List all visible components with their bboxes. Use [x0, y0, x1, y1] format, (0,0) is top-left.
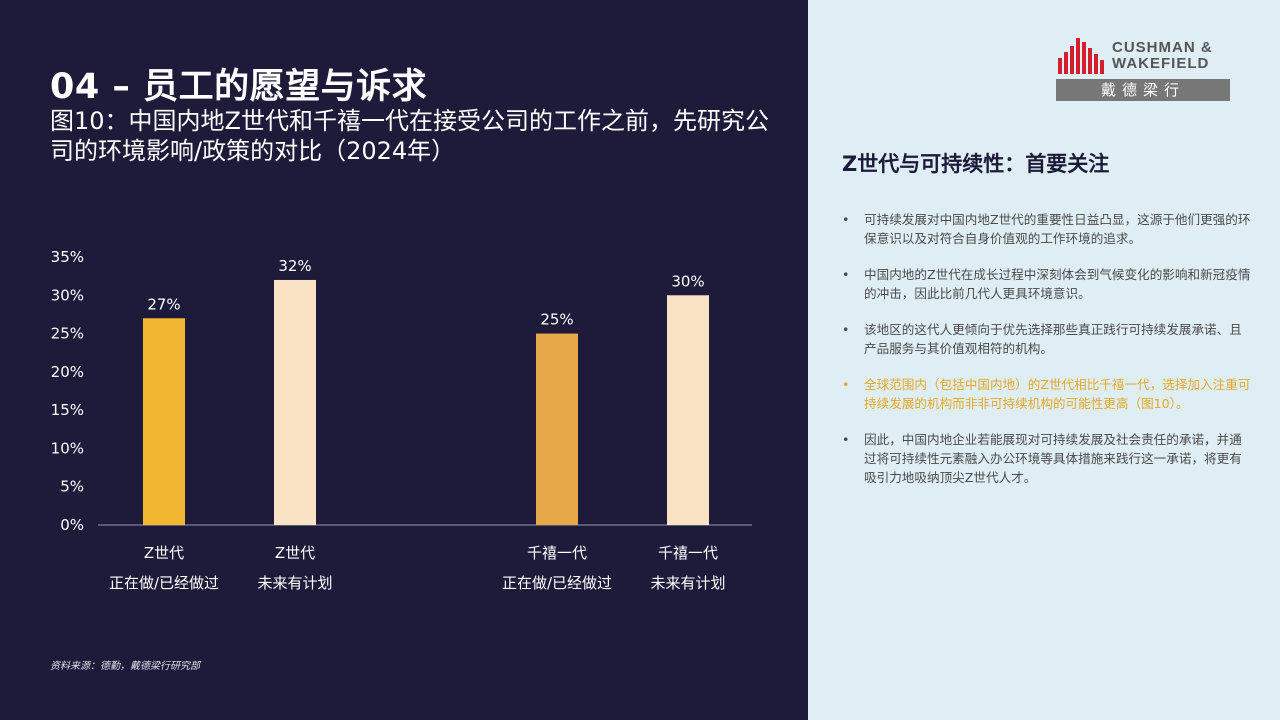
bar — [536, 333, 578, 525]
y-tick-label: 25% — [51, 325, 84, 343]
bullet-item: 该地区的这代人更倾向于优先选择那些真正践行可持续发展承诺、且产品服务与其价值观相… — [842, 320, 1252, 358]
x-tick-label: Z世代 — [275, 544, 315, 562]
data-label: 25% — [540, 311, 573, 329]
logo-line2: WAKEFIELD — [1112, 55, 1210, 72]
x-tick-sublabel: 正在做/已经做过 — [502, 574, 612, 592]
page-title: 04 – 员工的愿望与诉求 — [50, 67, 428, 107]
y-tick-label: 35% — [51, 248, 84, 266]
bullet-item: 可持续发展对中国内地Z世代的重要性日益凸显，这源于他们更强的环保意识以及对符合自… — [842, 210, 1252, 248]
y-tick-label: 0% — [60, 516, 84, 534]
x-tick-label: 千禧一代 — [658, 544, 718, 562]
bullet-item-highlight: 全球范围内（包括中国内地）的Z世代相比千禧一代，选择加入注重可持续发展的机构而非… — [842, 375, 1252, 413]
data-label: 30% — [671, 272, 704, 290]
y-tick-label: 15% — [51, 401, 84, 419]
data-label: 27% — [147, 295, 180, 313]
y-tick-label: 20% — [51, 363, 84, 381]
chart-panel: 04 – 员工的愿望与诉求 图10：中国内地Z世代和千禧一代在接受公司的工作之前… — [0, 0, 808, 720]
x-tick-sublabel: 未来有计划 — [650, 574, 725, 592]
bullet-list: 可持续发展对中国内地Z世代的重要性日益凸显，这源于他们更强的环保意识以及对符合自… — [842, 210, 1252, 504]
logo-chinese-name: 戴德梁行 — [1056, 79, 1230, 101]
bar — [667, 295, 709, 525]
chart-subtitle: 图10：中国内地Z世代和千禧一代在接受公司的工作之前，先研究公司的环境影响/政策… — [50, 107, 769, 165]
source-note: 资料来源：德勤，戴德梁行研究部 — [50, 661, 200, 672]
x-tick-sublabel: 未来有计划 — [257, 574, 332, 592]
bullet-item: 因此，中国内地企业若能展现对可持续发展及社会责任的承诺，并通过将可持续性元素融入… — [842, 430, 1252, 487]
x-tick-label: Z世代 — [144, 544, 184, 562]
y-tick-label: 5% — [60, 478, 84, 496]
bullet-item: 中国内地的Z世代在成长过程中深刻体会到气候变化的影响和新冠疫情的冲击，因此比前几… — [842, 265, 1252, 303]
y-tick-label: 30% — [51, 286, 84, 304]
logo-line1: CUSHMAN & — [1112, 39, 1213, 56]
side-title: Z世代与可持续性：首要关注 — [842, 152, 1110, 176]
bar — [143, 318, 185, 525]
x-tick-sublabel: 正在做/已经做过 — [109, 574, 219, 592]
bar — [274, 279, 316, 525]
logo-mark-icon — [1058, 38, 1104, 74]
y-tick-label: 10% — [51, 439, 84, 457]
side-panel: CUSHMAN & WAKEFIELD 戴德梁行 Z世代与可持续性：首要关注 可… — [808, 0, 1280, 720]
x-tick-label: 千禧一代 — [527, 544, 587, 562]
company-logo: CUSHMAN & WAKEFIELD 戴德梁行 — [1056, 36, 1230, 102]
logo-wordmark: CUSHMAN & WAKEFIELD — [1112, 40, 1213, 72]
data-label: 32% — [278, 257, 311, 275]
